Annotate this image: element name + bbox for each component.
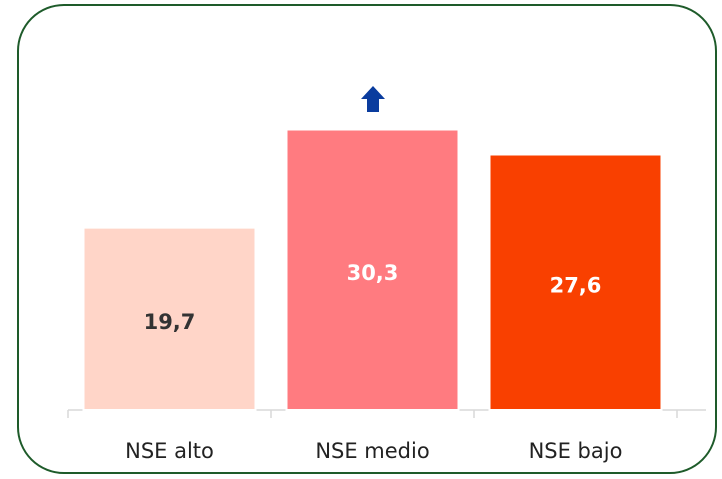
- value-label: 27,6: [550, 273, 602, 297]
- bar: [488, 153, 663, 411]
- bar: [82, 226, 257, 411]
- value-label: 30,3: [347, 261, 399, 285]
- x-tick-label: NSE bajo: [529, 439, 623, 463]
- x-tick-label: NSE alto: [125, 439, 214, 463]
- increase-arrow: [361, 86, 385, 112]
- bar: [285, 128, 460, 411]
- x-tick-label: NSE medio: [315, 439, 429, 463]
- value-label: 19,7: [144, 310, 196, 334]
